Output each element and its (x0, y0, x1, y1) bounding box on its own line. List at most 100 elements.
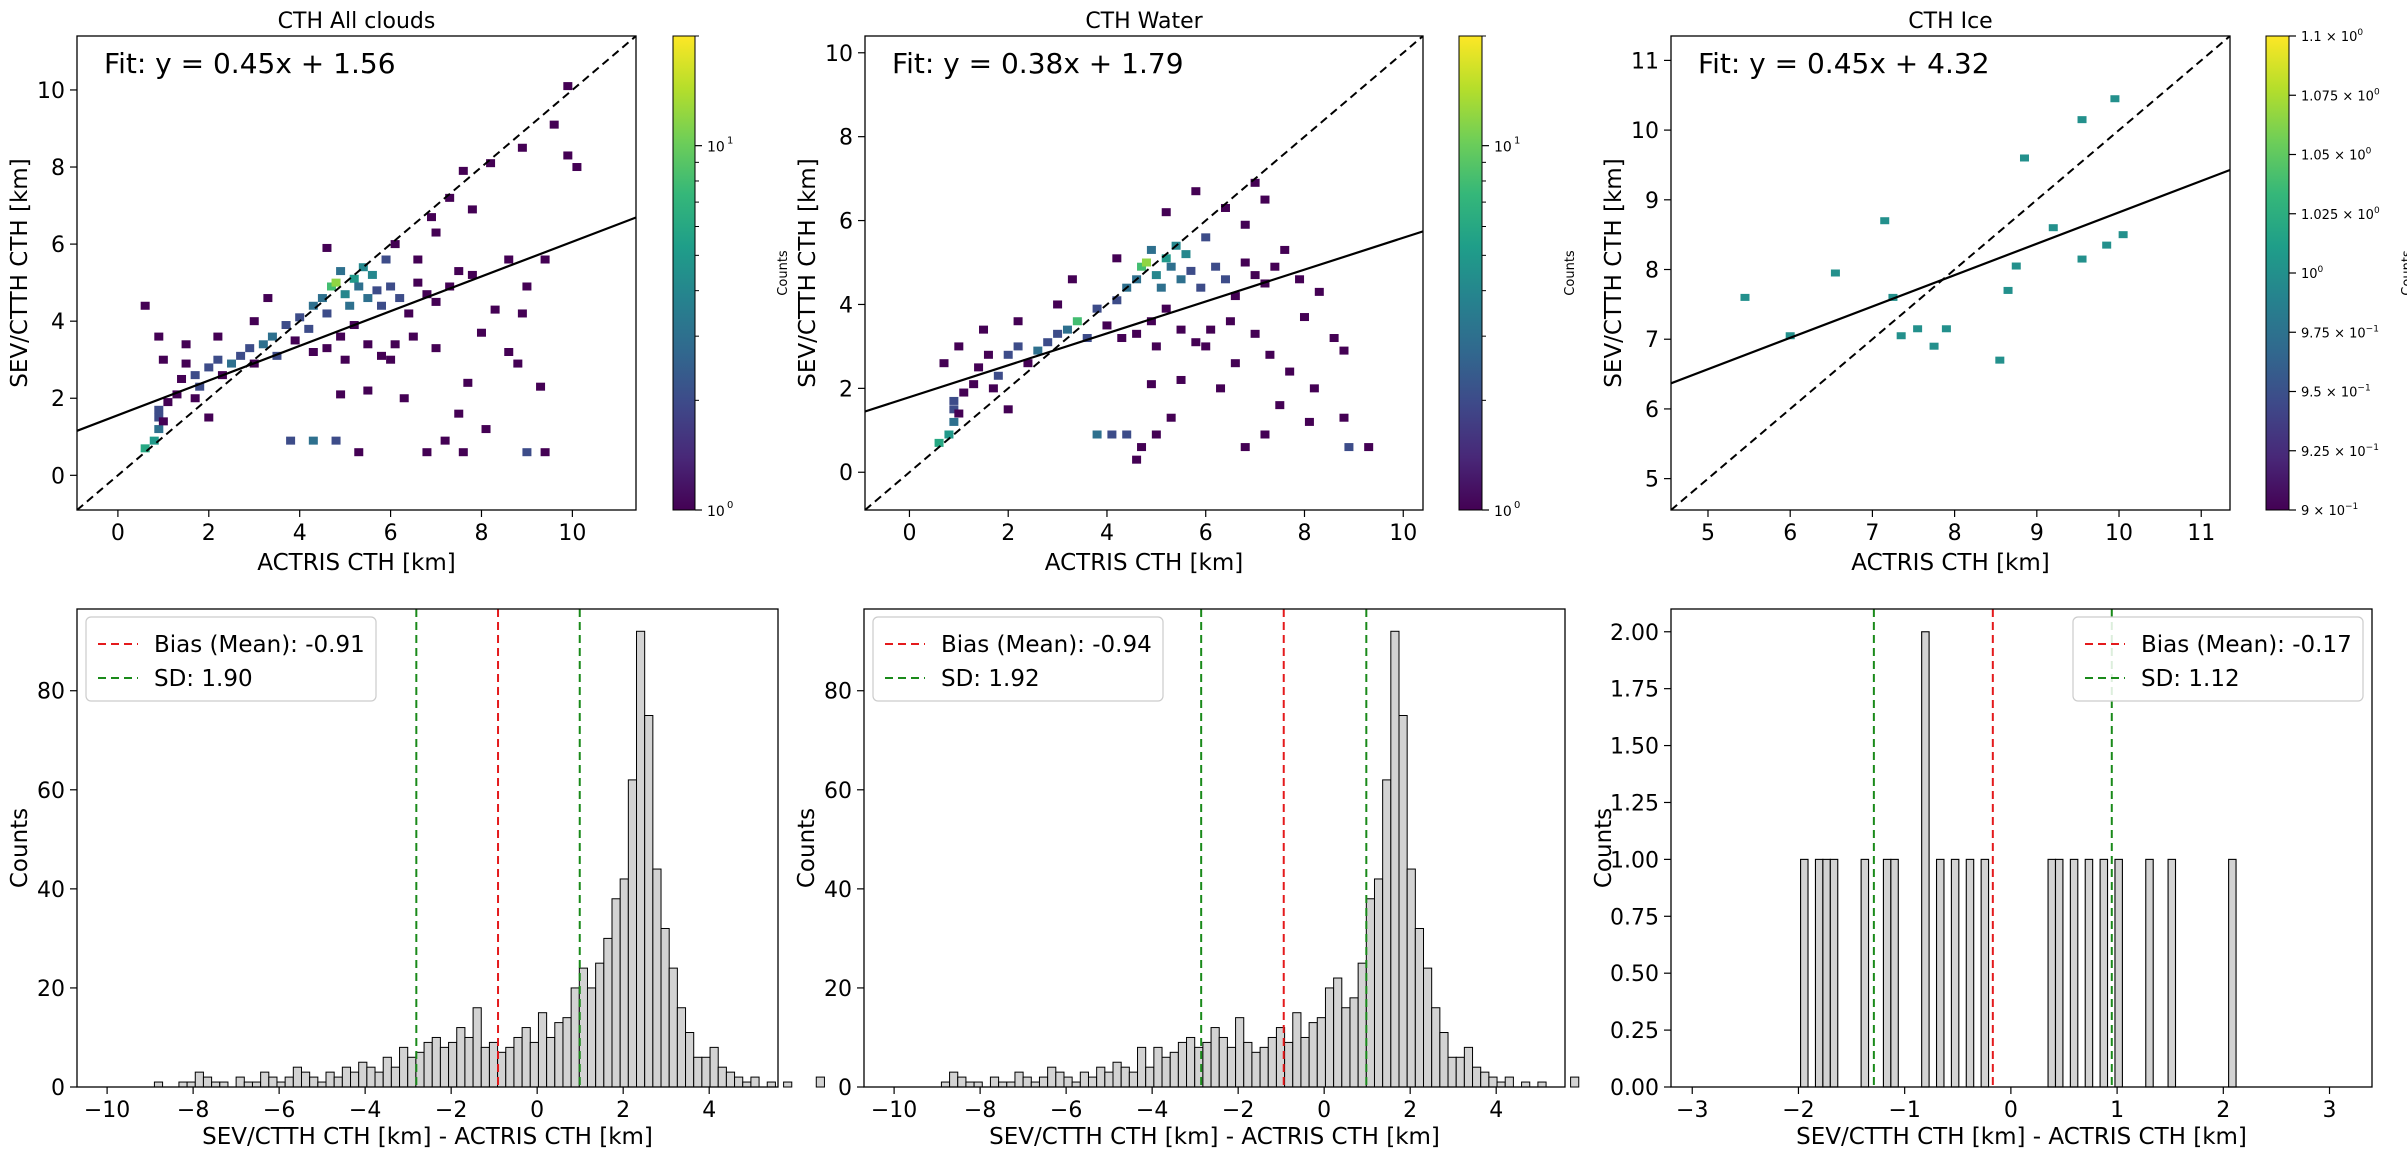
histogram-bar (431, 1036, 441, 1088)
colorbar-tick-exponent: −1 (2366, 443, 2379, 453)
heatmap-cell (1053, 300, 1063, 309)
heatmap-cell (304, 324, 314, 333)
colorbar-tick-label: 1.1 × 100 (2301, 28, 2363, 45)
colorbar-tick-exponent: 0 (2366, 147, 2372, 157)
histogram-bar (366, 1066, 376, 1088)
x-tick-label: 6 (384, 521, 398, 546)
heatmap-cell (454, 267, 464, 276)
heatmap-cell (431, 228, 441, 237)
colorbar-tick-base: 10 (2349, 326, 2366, 341)
heatmap-cell (308, 436, 318, 445)
x-tick-label: −2 (1222, 1098, 1254, 1123)
colorbar-tick-exponent: 0 (2374, 87, 2380, 97)
heatmap-cell (1344, 443, 1354, 452)
histogram-bar (734, 1076, 744, 1088)
heatmap-cell (295, 313, 305, 322)
histogram-bar (317, 1081, 327, 1088)
heatmap-cell (1265, 350, 1275, 359)
x-tick-label: −10 (84, 1098, 130, 1123)
heatmap-cell (467, 270, 477, 279)
heatmap-cell (195, 382, 205, 391)
histogram-bar (260, 1071, 270, 1088)
histogram-bar (390, 1066, 401, 1088)
heatmap-cell (1146, 380, 1156, 389)
heatmap-cell (1151, 430, 1161, 439)
heatmap-cell (517, 143, 527, 152)
heatmap-cell (979, 325, 989, 334)
heatmap-cell (969, 380, 979, 389)
histogram-bar (1226, 1046, 1237, 1088)
histogram-bar (1267, 1036, 1277, 1088)
histogram-bar (2167, 858, 2177, 1088)
x-tick-label: −10 (871, 1098, 917, 1123)
y-axis-label: Counts (794, 808, 820, 888)
y-axis-label: Counts (7, 808, 33, 888)
x-tick-label: −4 (349, 1098, 381, 1123)
histogram-bar (1860, 858, 1870, 1088)
histogram-bar (399, 1046, 409, 1088)
histogram-bar (2054, 858, 2064, 1088)
heatmap-cell (336, 332, 346, 341)
histogram-bar (1210, 1027, 1220, 1088)
heatmap-cell (1941, 325, 1951, 333)
heatmap-cell (390, 240, 400, 249)
heatmap-cell (322, 309, 332, 318)
heatmap-cell (1146, 245, 1156, 254)
histogram-bar (1463, 1046, 1474, 1088)
y-tick-label: 0 (838, 1076, 852, 1101)
histogram-bar (1153, 1046, 1163, 1088)
heatmap-cell (1299, 313, 1309, 322)
heatmap-cell (1896, 332, 1906, 340)
x-tick-label: 4 (1489, 1098, 1503, 1123)
y-tick-label: 60 (37, 779, 65, 804)
heatmap-cell (1240, 220, 1250, 229)
colorbar-tick-base: 10 (2301, 267, 2318, 282)
histogram-bar (537, 1012, 548, 1088)
colorbar-tick-label: 10 (1494, 140, 1512, 156)
heatmap-cell (431, 297, 441, 306)
histogram-bar (1472, 1066, 1482, 1088)
heatmap-cell (1240, 443, 1250, 452)
colorbar-tick-base: 10 (2328, 504, 2345, 519)
heatmap-cell (227, 359, 237, 368)
histogram-bar (1382, 779, 1392, 1088)
histogram-bar (1890, 858, 1899, 1088)
histogram-bar (341, 1066, 352, 1088)
heatmap-cell (1161, 254, 1171, 263)
heatmap-cell (486, 159, 496, 168)
y-tick-label: 2 (839, 377, 853, 402)
heatmap-cell (959, 388, 969, 397)
x-tick-label: 8 (1297, 521, 1311, 546)
heatmap-cell (1146, 317, 1156, 326)
colorbar-tick-label: 9.25 × 10−1 (2301, 443, 2379, 460)
colorbar-tick-times: × (2330, 445, 2349, 460)
histogram-bar (202, 1076, 213, 1088)
histogram-bar (1480, 1071, 1490, 1088)
colorbar-tick-mantissa: 9 (2301, 504, 2309, 519)
heatmap-cell (381, 255, 391, 264)
y-tick-label: 8 (51, 156, 65, 181)
one-to-one-line (1671, 36, 2230, 510)
x-tick-label: 6 (1783, 521, 1797, 546)
x-axis-label: ACTRIS CTH [km] (1851, 550, 2050, 576)
histogram-bar (407, 1056, 417, 1088)
colorbar-tick-mantissa: 9.75 (2301, 326, 2330, 341)
heatmap-cell (1314, 287, 1324, 296)
heatmap-cell (445, 193, 455, 202)
histogram-bar (521, 1027, 531, 1088)
heatmap-cell (426, 213, 436, 222)
histogram-bar (685, 1032, 695, 1088)
x-tick-label: 11 (2187, 521, 2215, 546)
legend: Bias (Mean): -0.94 SD: 1.92 (872, 616, 1164, 702)
histogram-bar (513, 1036, 523, 1088)
histogram-bar (1822, 858, 1831, 1088)
histogram-bar (1814, 858, 1824, 1088)
heatmap-cell (983, 350, 993, 359)
heatmap-cell (1364, 443, 1374, 452)
heatmap-cell (458, 166, 468, 175)
colorbar-tick-label: 100 (2301, 265, 2324, 282)
x-tick-label: 7 (1865, 521, 1879, 546)
histogram-bar (1965, 858, 1975, 1088)
